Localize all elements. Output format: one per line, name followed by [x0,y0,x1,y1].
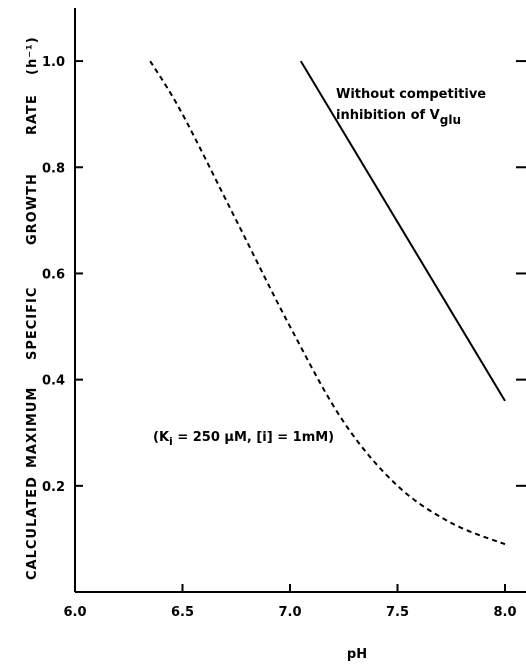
solid-curve-label-line-1: Without competitive [336,87,486,102]
y-axis-label: CALCULATED MAXIMUM SPECIFIC GROWTH RATE … [25,36,40,580]
solid-curve-label-line-2: inhibition of Vglu [336,108,461,127]
y-tick-label: 1.0 [42,55,65,70]
y-label-word-0: CALCULATED [25,476,40,580]
x-tick-label: 6.5 [171,605,194,620]
x-tick-label: 7.5 [386,605,409,620]
dashed-curve-label-prefix: (K [153,430,170,445]
x-axis-label: pH [347,647,367,662]
dashed-curve-label-subscript: i [169,435,173,448]
dashed-curve [149,60,506,546]
x-tick-label: 6.0 [63,605,86,620]
y-label-unit: (h⁻¹) [25,36,40,75]
y-tick-label: 0.4 [42,374,65,389]
y-label-word-1: MAXIMUM [25,387,40,468]
x-tick-label: 7.0 [278,605,301,620]
y-label-word-2: SPECIFIC [25,287,40,360]
y-label-word-4: RATE [25,94,40,135]
y-tick-label: 0.2 [42,480,65,495]
x-tick-label: 8.0 [493,605,516,620]
solid-curve-label-subscript: glu [440,113,461,127]
y-ticks: 0.2 0.4 0.6 0.8 1.0 [42,55,526,495]
solid-curve-label-main: inhibition of V [336,108,440,123]
x-ticks: 6.0 6.5 7.0 7.5 8.0 [63,584,517,620]
y-label-word-3: GROWTH [25,173,40,245]
series-group [149,60,506,546]
dashed-curve-label-suffix: = 250 µM, [i] = 1mM) [173,430,334,445]
y-tick-label: 0.8 [42,161,65,176]
solid-curve [299,60,506,402]
y-tick-label: 0.6 [42,267,65,282]
dashed-curve-label: (Ki = 250 µM, [i] = 1mM) [153,430,334,448]
